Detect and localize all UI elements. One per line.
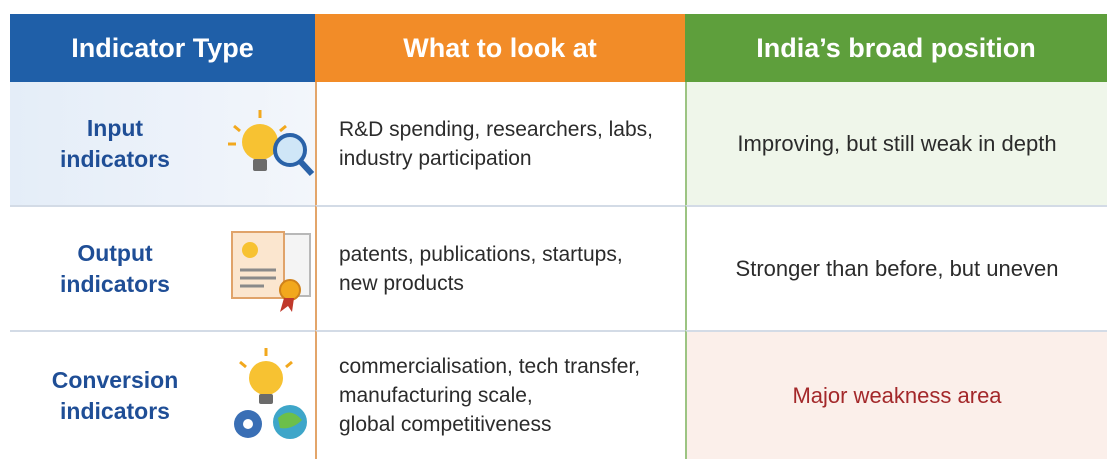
line: patents, publications, startups, — [339, 242, 623, 266]
look-cell: patents, publications, startups, new prod… — [315, 205, 685, 330]
header-text: Indicator Type — [71, 32, 254, 63]
look-cell: commercialisation, tech transfer, manufac… — [315, 330, 685, 459]
indicator-label: Input indicators — [20, 113, 210, 175]
position-text: Improving, but still weak in depth — [737, 130, 1057, 156]
conversion-icon — [234, 347, 307, 439]
line: commercialisation, tech transfer, — [339, 355, 641, 378]
indicator-cell: Input indicators — [10, 82, 315, 205]
header-text: India’s broad position — [756, 32, 1036, 63]
header-cell: Indicator Type — [10, 14, 315, 82]
line: manufacturing scale, — [339, 384, 533, 407]
line: industry participation — [339, 146, 532, 170]
position-cell: Major weakness area — [685, 330, 1107, 459]
position-text: Stronger than before, but uneven — [735, 255, 1059, 281]
look-cell: R&D spending, researchers, labs, industry… — [315, 82, 685, 205]
header-cell: India’s broad position — [685, 14, 1107, 82]
line: Conversion — [51, 366, 179, 393]
header-text: What to look at — [403, 32, 597, 63]
header-cell: What to look at — [315, 14, 685, 82]
indicator-cell: Output indicators — [10, 205, 315, 330]
position-text: Major weakness area — [792, 382, 1002, 408]
output-icon — [231, 230, 311, 312]
input-icon — [228, 109, 315, 176]
line: indicators — [60, 270, 170, 297]
indicator-cell: Conversion indicators — [10, 330, 315, 459]
line: global competitiveness — [339, 413, 552, 436]
line: Output — [77, 239, 153, 266]
indicator-label: Output indicators — [20, 238, 210, 300]
line: new products — [339, 271, 464, 295]
line: Input — [86, 114, 144, 141]
line: indicators — [60, 397, 170, 424]
position-cell: Improving, but still weak in depth — [685, 82, 1107, 205]
line: indicators — [60, 145, 170, 172]
line: R&D spending, researchers, labs, — [339, 117, 653, 141]
position-cell: Stronger than before, but uneven — [685, 205, 1107, 330]
indicator-label: Conversion indicators — [20, 365, 210, 427]
